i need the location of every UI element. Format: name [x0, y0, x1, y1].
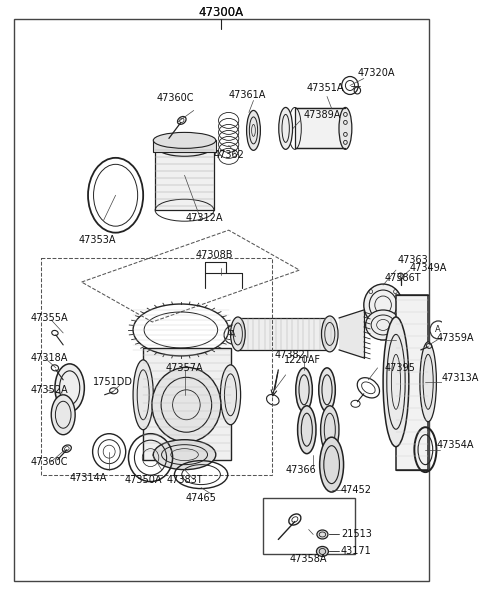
Text: 47359A: 47359A	[436, 333, 474, 343]
Ellipse shape	[296, 368, 312, 412]
Bar	[238, 318, 332, 350]
Text: 1220AF: 1220AF	[284, 355, 321, 365]
Text: 47357A: 47357A	[166, 363, 204, 373]
Ellipse shape	[320, 437, 344, 492]
Text: 47352A: 47352A	[30, 385, 68, 395]
Ellipse shape	[321, 406, 339, 454]
Text: 47314A: 47314A	[69, 473, 107, 483]
Bar	[155, 145, 214, 210]
Text: 47361A: 47361A	[228, 90, 266, 101]
Text: 43171: 43171	[341, 547, 372, 556]
Text: 47452: 47452	[341, 484, 372, 495]
Text: 47363: 47363	[398, 255, 429, 265]
Ellipse shape	[316, 547, 328, 556]
Ellipse shape	[155, 134, 214, 156]
Ellipse shape	[230, 317, 245, 351]
Text: 47349A: 47349A	[410, 263, 447, 273]
Bar	[295, 109, 346, 148]
Text: 47313A: 47313A	[442, 373, 480, 383]
Text: 47353A: 47353A	[78, 235, 116, 245]
Text: 1751DD: 1751DD	[93, 377, 132, 387]
Ellipse shape	[366, 310, 401, 340]
Ellipse shape	[279, 107, 292, 149]
Text: 47350A: 47350A	[124, 475, 162, 484]
Circle shape	[224, 326, 240, 344]
Text: 47320A: 47320A	[358, 68, 395, 77]
Text: 47308B: 47308B	[195, 250, 233, 260]
Text: 47360C: 47360C	[30, 457, 68, 467]
Ellipse shape	[322, 316, 338, 352]
Ellipse shape	[220, 365, 240, 425]
Ellipse shape	[319, 368, 336, 412]
Text: 47351A: 47351A	[307, 84, 344, 93]
Text: 47389A: 47389A	[304, 110, 341, 120]
Text: 47366: 47366	[286, 465, 316, 475]
Text: 21513: 21513	[341, 529, 372, 539]
Bar	[143, 348, 230, 460]
Circle shape	[430, 321, 446, 339]
Text: 47383T: 47383T	[166, 475, 203, 484]
Text: 47354A: 47354A	[436, 440, 474, 450]
Polygon shape	[339, 310, 364, 358]
Bar	[396, 295, 428, 470]
Bar	[41, 258, 272, 475]
Text: 47362: 47362	[213, 150, 244, 160]
Text: 47312A: 47312A	[186, 214, 224, 223]
Ellipse shape	[383, 317, 409, 447]
Text: 47395: 47395	[385, 363, 416, 373]
Text: 47318A: 47318A	[30, 353, 68, 363]
Ellipse shape	[298, 406, 316, 454]
Ellipse shape	[152, 367, 221, 442]
Text: 47300A: 47300A	[199, 6, 244, 19]
Text: 47382T: 47382T	[275, 350, 312, 360]
Text: 47360C: 47360C	[157, 93, 194, 104]
Ellipse shape	[247, 110, 260, 150]
Text: 47465: 47465	[186, 492, 216, 503]
Ellipse shape	[153, 440, 216, 470]
Text: A: A	[229, 331, 235, 339]
Ellipse shape	[317, 530, 328, 539]
Text: 47358A: 47358A	[290, 554, 327, 564]
Text: 47386T: 47386T	[385, 273, 421, 283]
Bar	[263, 498, 355, 554]
Text: 47355A: 47355A	[30, 313, 68, 323]
Ellipse shape	[153, 132, 216, 148]
Ellipse shape	[364, 284, 402, 326]
Ellipse shape	[133, 360, 153, 429]
Ellipse shape	[55, 364, 84, 412]
Ellipse shape	[420, 342, 436, 422]
Text: 47300A: 47300A	[199, 6, 244, 19]
Ellipse shape	[51, 395, 75, 435]
Ellipse shape	[339, 107, 352, 149]
Bar	[153, 140, 216, 152]
Text: A: A	[435, 326, 441, 334]
